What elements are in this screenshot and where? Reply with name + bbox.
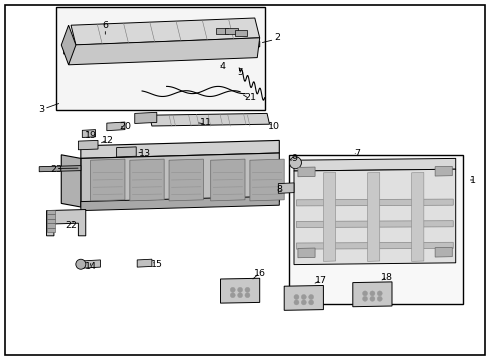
Circle shape [377, 296, 382, 301]
Circle shape [294, 300, 299, 305]
Polygon shape [412, 172, 424, 261]
Bar [289, 155, 463, 304]
Text: 16: 16 [254, 269, 266, 278]
Circle shape [370, 296, 375, 301]
Polygon shape [117, 147, 136, 157]
Circle shape [238, 293, 243, 298]
Polygon shape [81, 260, 100, 268]
Polygon shape [47, 219, 55, 223]
Text: 14: 14 [85, 262, 97, 271]
Polygon shape [61, 25, 76, 65]
Polygon shape [225, 28, 238, 34]
Text: 5: 5 [237, 68, 243, 77]
Polygon shape [353, 282, 392, 307]
Text: 10: 10 [269, 122, 280, 131]
Circle shape [230, 293, 235, 298]
Polygon shape [61, 155, 81, 207]
Polygon shape [435, 166, 452, 176]
Polygon shape [211, 159, 245, 201]
Text: 21: 21 [244, 93, 256, 102]
Text: 7: 7 [355, 149, 361, 158]
Polygon shape [39, 166, 81, 172]
Polygon shape [47, 223, 55, 228]
Text: 13: 13 [139, 149, 150, 158]
Circle shape [290, 157, 301, 169]
Circle shape [363, 296, 368, 301]
Circle shape [301, 294, 306, 300]
Polygon shape [298, 167, 315, 177]
Polygon shape [284, 285, 323, 310]
Polygon shape [250, 159, 284, 201]
Text: 22: 22 [65, 220, 77, 230]
Circle shape [294, 294, 299, 300]
Polygon shape [296, 199, 453, 206]
Polygon shape [435, 247, 452, 257]
Circle shape [76, 259, 86, 269]
Polygon shape [47, 210, 55, 214]
Polygon shape [71, 18, 260, 45]
Text: 23: 23 [50, 165, 62, 174]
Polygon shape [81, 196, 279, 211]
Polygon shape [107, 122, 125, 131]
Circle shape [370, 291, 375, 296]
Polygon shape [294, 158, 456, 171]
Polygon shape [78, 140, 98, 150]
Text: 11: 11 [200, 118, 212, 127]
Text: 3: 3 [39, 105, 45, 114]
Bar [56, 7, 265, 110]
Text: 6: 6 [102, 21, 108, 30]
Text: 15: 15 [151, 260, 163, 269]
Circle shape [377, 291, 382, 296]
Polygon shape [82, 130, 96, 138]
Polygon shape [298, 248, 315, 258]
Polygon shape [169, 159, 203, 201]
Circle shape [238, 287, 243, 292]
Text: 2: 2 [274, 33, 280, 42]
Polygon shape [91, 159, 125, 201]
Text: 17: 17 [315, 276, 327, 285]
Text: 4: 4 [220, 62, 226, 71]
Polygon shape [47, 228, 55, 232]
Circle shape [230, 287, 235, 292]
Polygon shape [137, 259, 152, 267]
Circle shape [245, 287, 250, 292]
Polygon shape [135, 112, 157, 123]
Polygon shape [47, 210, 86, 236]
Text: 18: 18 [381, 273, 393, 282]
Circle shape [363, 291, 368, 296]
Polygon shape [81, 140, 279, 158]
Text: 9: 9 [291, 154, 297, 163]
Text: 12: 12 [102, 136, 114, 145]
Polygon shape [368, 172, 380, 261]
Circle shape [309, 294, 314, 300]
Polygon shape [81, 153, 279, 207]
Text: 19: 19 [85, 131, 97, 140]
Text: 1: 1 [470, 176, 476, 185]
Polygon shape [323, 172, 336, 261]
Polygon shape [296, 242, 453, 249]
Polygon shape [69, 38, 260, 65]
Polygon shape [47, 215, 55, 219]
Polygon shape [296, 221, 453, 228]
Text: 20: 20 [119, 122, 131, 131]
Polygon shape [130, 159, 164, 201]
Polygon shape [149, 113, 270, 126]
Polygon shape [294, 169, 456, 265]
Polygon shape [216, 28, 228, 34]
Polygon shape [278, 183, 294, 193]
Polygon shape [235, 30, 247, 36]
Polygon shape [64, 41, 260, 54]
Polygon shape [220, 278, 260, 303]
Circle shape [245, 293, 250, 298]
Text: 8: 8 [276, 185, 282, 194]
Circle shape [309, 300, 314, 305]
Circle shape [301, 300, 306, 305]
